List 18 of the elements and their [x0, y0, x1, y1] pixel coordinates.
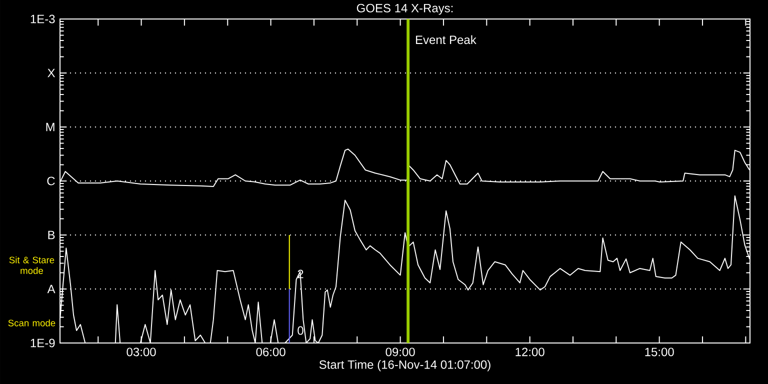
- x-tick-label: 03:00: [126, 348, 156, 356]
- chart-title: GOES 14 X-Rays:: [356, 4, 453, 15]
- x-tick-label: 12:00: [516, 348, 544, 356]
- x-tick-label: 15:00: [645, 348, 674, 356]
- y-tick-label: B: [48, 230, 55, 240]
- y-tick-label: M: [46, 122, 54, 132]
- x-axis-title: Start Time (16-Nov-14 01:07:00): [319, 360, 490, 372]
- text: Sit & Stare mode: [9, 256, 54, 274]
- text: Scan mode: [8, 319, 56, 326]
- y-tick-label: 1E-9: [30, 338, 55, 348]
- y-tick-label: C: [47, 176, 55, 186]
- x-tick-label: 09:00: [386, 348, 415, 356]
- y-tick-label: A: [47, 284, 56, 294]
- ref-line-label: Event Peak: [416, 35, 476, 44]
- y-tick-label: X: [48, 68, 56, 78]
- y-tick-label: 1E-3: [30, 14, 55, 24]
- x-tick-label: 06:00: [256, 348, 286, 356]
- annotation: 0: [298, 326, 304, 335]
